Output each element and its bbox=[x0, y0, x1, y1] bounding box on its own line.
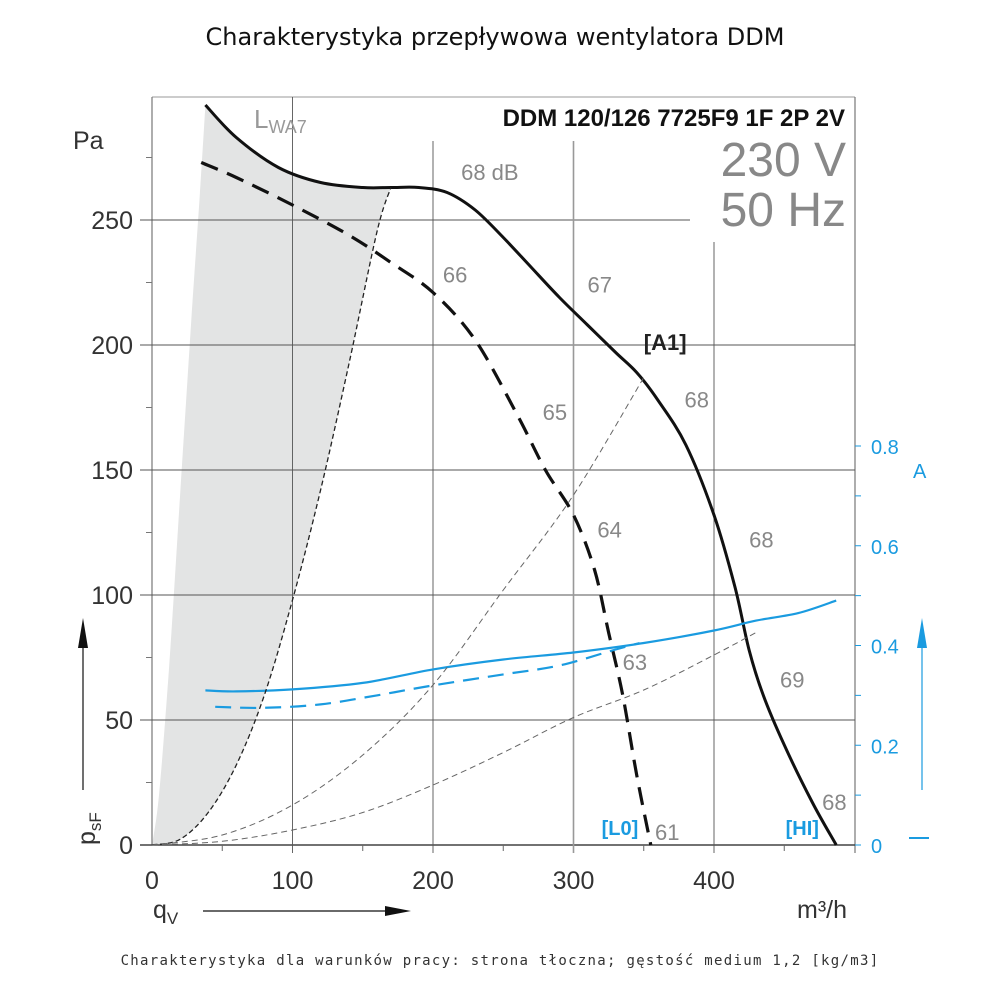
current-axis-arrow-head bbox=[917, 618, 927, 648]
x-tick-label: 200 bbox=[412, 867, 454, 895]
series-lwa7-boundary-limit-curve- bbox=[151, 187, 392, 846]
db-level-label: 68 bbox=[822, 790, 846, 815]
lwa-shaded-region-layer bbox=[152, 105, 391, 845]
x-tick-label: 400 bbox=[693, 867, 735, 895]
x-axis-label: qV bbox=[153, 896, 179, 928]
series-layer bbox=[151, 103, 838, 846]
db-level-label: 67 bbox=[588, 273, 612, 298]
series-system-curve-2 bbox=[151, 632, 757, 846]
y-axis-label-sub: sF bbox=[86, 812, 105, 831]
y2-tick-label: 0.4 bbox=[871, 637, 899, 659]
voltage-label: 230 V bbox=[721, 134, 846, 187]
y-tick-label: 250 bbox=[91, 207, 133, 235]
lwa-label-sub: WA7 bbox=[268, 117, 306, 137]
frequency-label: 50 Hz bbox=[721, 184, 846, 237]
series-hi-current bbox=[205, 599, 837, 693]
lwa-label-main: L bbox=[254, 104, 268, 134]
y-axis-label-main: p bbox=[73, 831, 101, 845]
y-tick-label: 200 bbox=[91, 332, 133, 360]
model-label: DDM 120/126 7725F9 1F 2P 2V bbox=[503, 105, 845, 132]
db-level-label: 63 bbox=[623, 650, 647, 675]
label-layer: 68 dB 66 67 65 68 64 68 63 69 61 68 [A1] [L0] [HI] bbox=[443, 160, 847, 845]
y2-tick-label: 0.6 bbox=[871, 537, 899, 559]
chart-title: Charakterystyka przepływowa wentylatora … bbox=[206, 23, 785, 51]
y-axis-arrow-head bbox=[78, 618, 88, 648]
db-level-label: 68 bbox=[749, 528, 773, 553]
x-axis-label-sub: V bbox=[167, 909, 179, 928]
x-axis-arrow-head bbox=[385, 906, 411, 916]
y-tick-label: 150 bbox=[91, 457, 133, 485]
y2-tick-label: 0.8 bbox=[871, 437, 899, 459]
db-level-label: 65 bbox=[543, 400, 567, 425]
x-tick-label: 0 bbox=[145, 867, 159, 895]
y-tick-label: 100 bbox=[91, 582, 133, 610]
y-axis-label: psF bbox=[73, 812, 105, 845]
grid-layer bbox=[140, 96, 856, 853]
operating-marker-label: [A1] bbox=[644, 330, 687, 355]
x-axis-label-main: q bbox=[153, 896, 167, 924]
db-level-label: 61 bbox=[655, 820, 679, 845]
series-lo-current bbox=[215, 641, 640, 710]
db-level-label: 64 bbox=[597, 518, 621, 543]
series-lo-pressure bbox=[200, 161, 653, 846]
series-system-curve-1 bbox=[151, 377, 645, 846]
lwa-label: LWA7 bbox=[254, 104, 307, 137]
y2-tick-label: 0 bbox=[871, 836, 882, 858]
series-hi-pressure bbox=[204, 103, 838, 846]
y-axis-unit: Pa bbox=[73, 127, 104, 155]
x-tick-label: 100 bbox=[272, 867, 314, 895]
db-level-label: 66 bbox=[443, 263, 467, 288]
y2-tick-label: 0.2 bbox=[871, 736, 899, 758]
lwa-shaded-region bbox=[152, 105, 391, 845]
db-level-label: 69 bbox=[780, 668, 804, 693]
y2-axis-unit: A bbox=[913, 461, 927, 483]
y-tick-label: 50 bbox=[105, 707, 133, 735]
x-tick-label: 300 bbox=[553, 867, 595, 895]
footnote: Charakterystyka dla warunków pracy: stro… bbox=[121, 953, 880, 969]
db-level-label: 68 bbox=[684, 388, 708, 413]
axis-layer: 0 50 100 150 200 250 0 100 200 300 400 0 0.2 0.4 0.6 0.… bbox=[91, 157, 899, 895]
y-tick-label: 0 bbox=[119, 832, 133, 860]
x-axis-unit: m³/h bbox=[797, 896, 847, 924]
db-level-label: 68 dB bbox=[461, 160, 518, 185]
operating-marker-label: [L0] bbox=[602, 818, 639, 840]
operating-marker-label: [HI] bbox=[786, 818, 819, 840]
